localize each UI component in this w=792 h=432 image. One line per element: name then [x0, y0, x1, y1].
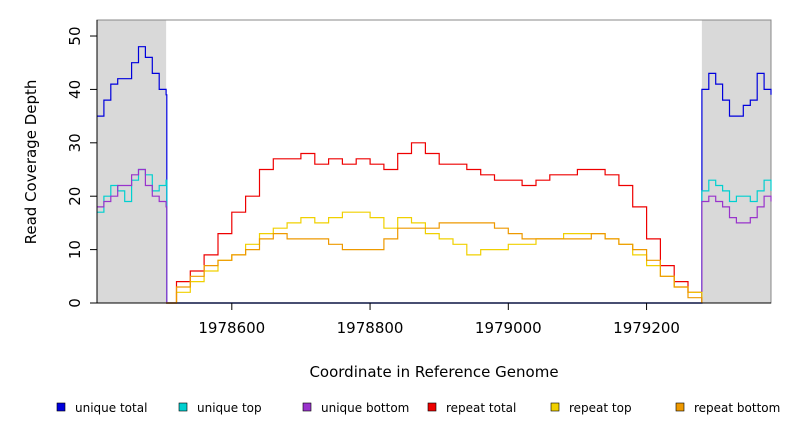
legend-swatch-repeat-total	[427, 402, 437, 412]
y-tick-label: 20	[66, 187, 84, 206]
y-tick-label: 40	[66, 80, 84, 99]
series-line-repeat-bottom	[166, 222, 703, 304]
series-line-repeat-top	[166, 211, 703, 304]
plot-frame	[96, 19, 772, 304]
series-lines	[97, 46, 772, 304]
legend-swatch-repeat-top	[550, 402, 560, 412]
x-tick-label: 1979000	[475, 319, 542, 337]
legend-label-repeat-total: repeat total	[446, 401, 516, 415]
legend-swatch-unique-bottom	[302, 402, 312, 412]
shaded-region-2	[701, 20, 771, 303]
legend-swatch-repeat-bottom	[675, 402, 685, 412]
legend: unique total unique top unique bottom repea…	[56, 401, 780, 415]
x-tick-label: 1978800	[337, 319, 404, 337]
y-tick-label: 30	[66, 133, 84, 152]
x-axis-title: Coordinate in Reference Genome	[309, 363, 558, 381]
y-tick-label: 10	[66, 240, 84, 259]
x-tick-label: 1978600	[198, 319, 265, 337]
legend-label-repeat-bottom: repeat bottom	[694, 401, 780, 415]
legend-swatch-unique-top	[178, 402, 188, 412]
y-axis-title: Read Coverage Depth	[22, 80, 40, 245]
x-tick-label: 1979200	[613, 319, 680, 337]
y-tick-label: 50	[66, 26, 84, 45]
legend-label-unique-top: unique top	[197, 401, 262, 415]
legend-swatch-unique-total	[56, 402, 66, 412]
shaded-regions	[97, 20, 771, 303]
axes: 1978600 1978800 1979000 1979200 0 10 20 30 40 50	[66, 20, 771, 337]
series-line-unique-total	[97, 46, 772, 304]
legend-label-unique-bottom: unique bottom	[321, 401, 409, 415]
series-line-unique-top	[97, 168, 772, 304]
legend-label-unique-total: unique total	[75, 401, 147, 415]
series-line-repeat-total	[166, 142, 703, 304]
series-line-unique-bottom	[97, 168, 772, 304]
legend-label-repeat-top: repeat top	[569, 401, 632, 415]
y-tick-label: 0	[66, 298, 84, 308]
